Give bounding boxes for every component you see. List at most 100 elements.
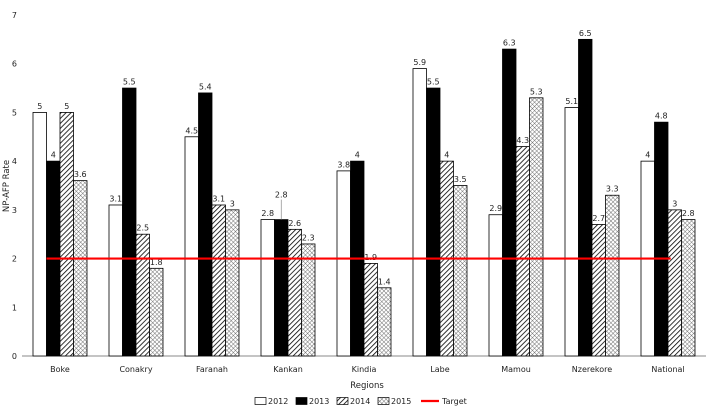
y-tick-label: 7 — [12, 11, 17, 20]
data-label: 6.3 — [503, 39, 516, 48]
bars-group — [33, 39, 695, 356]
data-label: 4.8 — [655, 112, 668, 121]
y-tick-label: 4 — [12, 157, 17, 166]
x-tick-label: Labe — [430, 365, 449, 374]
data-label: 5.3 — [530, 87, 543, 96]
y-axis-title-group: NP-AFP Rate — [2, 160, 12, 212]
bar-2015-boke — [74, 181, 88, 356]
bar-2012-kankan — [261, 220, 275, 356]
data-label: 2.8 — [682, 209, 695, 218]
data-label: 4.5 — [185, 126, 198, 135]
data-label: 6.5 — [579, 29, 592, 38]
data-label: 1.9 — [364, 253, 377, 262]
bar-2012-boke — [33, 112, 47, 356]
y-tick-label: 1 — [12, 303, 17, 312]
legend-label-2012: 2012 — [268, 397, 288, 406]
data-label: 3.1 — [109, 194, 122, 203]
bar-2013-labe — [427, 88, 441, 356]
legend-swatch-2012 — [255, 398, 266, 405]
data-label: 3.8 — [337, 160, 350, 169]
data-label: 2.7 — [592, 214, 605, 223]
x-tick-label: Conakry — [119, 365, 152, 374]
x-tick-label: Kindia — [352, 365, 377, 374]
bar-2015-mamou — [530, 98, 544, 356]
bar-2015-kindia — [378, 288, 392, 356]
y-tick-label: 2 — [12, 255, 17, 264]
data-label: 5.1 — [565, 97, 578, 106]
bar-2012-labe — [413, 69, 427, 356]
legend-label-target: Target — [441, 397, 467, 406]
data-label: 4.3 — [516, 136, 529, 145]
data-label: 5.9 — [413, 58, 426, 67]
y-axis-ticks: 0 1 2 3 4 5 6 7 — [12, 11, 17, 361]
data-label: 4 — [645, 151, 650, 160]
bar-2015-faranah — [226, 210, 240, 356]
x-tick-label: National — [651, 365, 684, 374]
x-tick-label: Nzerekore — [572, 365, 612, 374]
legend-label-2015: 2015 — [391, 397, 411, 406]
x-tick-label: Mamou — [501, 365, 531, 374]
legend: 2012 2013 2014 2015 Target — [255, 397, 467, 406]
bar-2014-boke — [60, 112, 74, 356]
bar-2014-nzerekore — [592, 224, 606, 356]
data-label: 3.3 — [606, 185, 619, 194]
data-label: 4 — [444, 151, 449, 160]
y-tick-label: 3 — [12, 206, 17, 215]
data-label: 1.4 — [378, 277, 391, 286]
bar-2013-faranah — [199, 93, 213, 356]
bar-2015-labe — [454, 186, 468, 357]
legend-label-2013: 2013 — [309, 397, 329, 406]
data-label: 2.6 — [288, 219, 301, 228]
data-label: 2.8 — [261, 209, 274, 218]
data-label: 2.3 — [302, 233, 315, 242]
bar-2013-conakry — [123, 88, 137, 356]
bar-2014-kankan — [288, 229, 302, 356]
data-label: 4 — [51, 151, 56, 160]
data-label: 3.6 — [74, 170, 87, 179]
legend-label-2014: 2014 — [350, 397, 370, 406]
bar-2014-faranah — [212, 205, 226, 356]
bar-2012-faranah — [185, 137, 199, 356]
x-axis-title: Regions — [350, 381, 384, 391]
bar-2012-mamou — [489, 215, 503, 356]
data-label: 5 — [37, 102, 42, 111]
bar-2012-conakry — [109, 205, 123, 356]
data-label: 2.5 — [136, 224, 149, 233]
bar-2013-national — [655, 122, 669, 356]
data-label: 5.4 — [199, 82, 212, 91]
x-tick-label: Boke — [50, 365, 70, 374]
bar-2015-kankan — [302, 244, 316, 356]
x-tick-label: Kankan — [273, 365, 303, 374]
data-label: 3 — [672, 199, 677, 208]
bar-2015-national — [682, 220, 696, 356]
y-tick-label: 0 — [12, 352, 17, 361]
data-label: 2.9 — [489, 204, 502, 213]
data-label: 5 — [64, 102, 69, 111]
bar-2014-mamou — [516, 147, 530, 356]
bar-2013-mamou — [503, 49, 517, 356]
bar-2013-kankan — [275, 220, 289, 356]
bar-2014-kindia — [364, 263, 378, 356]
bar-2012-nzerekore — [565, 108, 579, 356]
data-label: 3.1 — [212, 194, 225, 203]
bar-2015-conakry — [150, 268, 164, 356]
bar-2015-nzerekore — [606, 195, 620, 356]
data-label: 3 — [230, 199, 235, 208]
legend-swatch-2013 — [296, 398, 307, 405]
bar-2014-conakry — [136, 234, 150, 356]
x-tick-label: Faranah — [196, 365, 228, 374]
bar-2012-kindia — [337, 171, 351, 356]
data-label: 3.5 — [454, 175, 467, 184]
legend-swatch-2015 — [378, 398, 389, 405]
y-axis-title: NP-AFP Rate — [2, 160, 12, 212]
bar-2014-national — [668, 210, 682, 356]
data-label: 5.5 — [123, 78, 136, 87]
np-afp-chart: NP-AFP Rate Regions 0 1 2 3 4 5 6 7 5 4 5 3.6 3.1 5.… — [0, 0, 713, 410]
data-label: 4 — [355, 151, 360, 160]
data-label: 2.8 — [275, 191, 288, 200]
y-tick-label: 5 — [12, 108, 17, 117]
y-tick-label: 6 — [12, 60, 17, 69]
legend-swatch-2014 — [337, 398, 348, 405]
x-axis-ticks: Boke Conakry Faranah Kankan Kindia Labe Mamou N… — [50, 365, 685, 374]
bar-2013-nzerekore — [579, 39, 593, 356]
